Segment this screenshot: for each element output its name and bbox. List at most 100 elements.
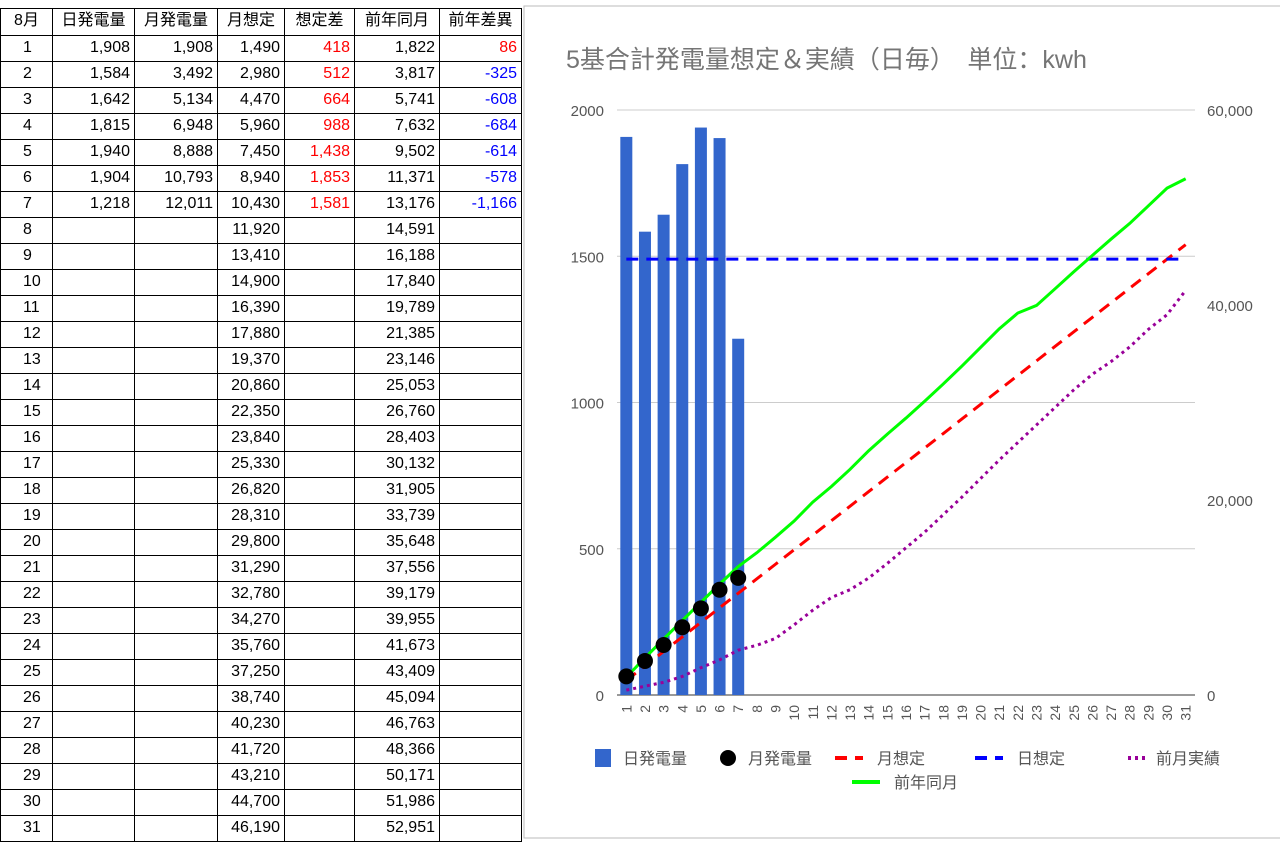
point bbox=[655, 636, 672, 653]
table-cell: 1,908 bbox=[135, 36, 218, 62]
table-cell: 39,179 bbox=[355, 582, 440, 608]
table-cell bbox=[440, 660, 522, 686]
table-cell bbox=[135, 634, 218, 660]
x-tick-label: 28 bbox=[1122, 705, 1138, 721]
table-cell bbox=[135, 712, 218, 738]
chart-title: 5基合計発電量想定＆実績（日毎） 単位：kwh bbox=[566, 46, 1087, 74]
table-cell: 44,700 bbox=[218, 790, 285, 816]
table-cell bbox=[135, 374, 218, 400]
table-cell: 12,011 bbox=[135, 192, 218, 218]
table-cell: 50,171 bbox=[355, 764, 440, 790]
table-cell bbox=[53, 426, 135, 452]
table-cell: 25 bbox=[0, 660, 53, 686]
table-cell bbox=[440, 374, 522, 400]
table-cell bbox=[440, 452, 522, 478]
table-cell: 月想定 bbox=[218, 8, 285, 36]
x-tick-label: 19 bbox=[954, 705, 970, 721]
line bbox=[626, 289, 1187, 692]
table-cell: 1,822 bbox=[355, 36, 440, 62]
table-cell bbox=[135, 504, 218, 530]
table-cell: 13,410 bbox=[218, 244, 285, 270]
point bbox=[692, 600, 709, 617]
table-cell bbox=[135, 478, 218, 504]
bar bbox=[620, 136, 633, 695]
table-cell: 8,940 bbox=[218, 166, 285, 192]
table-cell bbox=[285, 244, 355, 270]
table-cell: 45,094 bbox=[355, 686, 440, 712]
table-cell: 9,502 bbox=[355, 140, 440, 166]
point bbox=[730, 569, 747, 586]
table-cell bbox=[53, 348, 135, 374]
table-cell bbox=[285, 530, 355, 556]
bar bbox=[638, 231, 651, 695]
table-cell: 1,940 bbox=[53, 140, 135, 166]
table-cell: 43,409 bbox=[355, 660, 440, 686]
table-cell: 11 bbox=[0, 296, 53, 322]
table-cell: 14,591 bbox=[355, 218, 440, 244]
table-cell: 1,904 bbox=[53, 166, 135, 192]
table-cell bbox=[440, 608, 522, 634]
table-cell: 35,760 bbox=[218, 634, 285, 660]
x-tick-label: 20 bbox=[973, 705, 989, 721]
table-cell bbox=[285, 400, 355, 426]
table-cell: 37,250 bbox=[218, 660, 285, 686]
table-cell: 16,188 bbox=[355, 244, 440, 270]
point bbox=[711, 581, 728, 598]
table-cell bbox=[285, 712, 355, 738]
table-cell: -578 bbox=[440, 166, 522, 192]
line bbox=[625, 243, 1187, 682]
table-cell: -684 bbox=[440, 114, 522, 140]
x-tick-label: 14 bbox=[861, 705, 877, 721]
legend-label: 日想定 bbox=[1017, 750, 1065, 768]
table-cell: 22,350 bbox=[218, 400, 285, 426]
table-cell: 29 bbox=[0, 764, 53, 790]
x-tick-label: 9 bbox=[767, 705, 783, 713]
table-cell bbox=[285, 608, 355, 634]
table-cell: 1,853 bbox=[285, 166, 355, 192]
table-cell: 39,955 bbox=[355, 608, 440, 634]
table-cell: 34,270 bbox=[218, 608, 285, 634]
bar bbox=[657, 214, 670, 695]
table-cell bbox=[135, 530, 218, 556]
table-cell bbox=[440, 400, 522, 426]
legend-swatch bbox=[595, 749, 611, 767]
table-cell: 28,403 bbox=[355, 426, 440, 452]
x-tick-label: 3 bbox=[656, 705, 672, 713]
x-tick-label: 31 bbox=[1178, 705, 1194, 721]
table-cell: 27 bbox=[0, 712, 53, 738]
x-tick-label: 5 bbox=[693, 705, 709, 713]
table-cell: 22 bbox=[0, 582, 53, 608]
table-cell bbox=[440, 322, 522, 348]
table-cell: 38,740 bbox=[218, 686, 285, 712]
table-cell: 30,132 bbox=[355, 452, 440, 478]
table-cell bbox=[440, 504, 522, 530]
table-cell bbox=[53, 790, 135, 816]
table-cell bbox=[440, 244, 522, 270]
table-cell: 18 bbox=[0, 478, 53, 504]
table-cell: 21 bbox=[0, 556, 53, 582]
table-cell: 10,793 bbox=[135, 166, 218, 192]
y-tick-label: 1500 bbox=[571, 249, 604, 266]
y-tick-label: 1000 bbox=[571, 396, 604, 413]
table-cell bbox=[440, 478, 522, 504]
table-cell: 4,470 bbox=[218, 88, 285, 114]
legend-label: 前年同月 bbox=[894, 774, 958, 792]
table-cell bbox=[53, 686, 135, 712]
table-cell bbox=[53, 452, 135, 478]
table-cell: 10 bbox=[0, 270, 53, 296]
table-cell bbox=[135, 322, 218, 348]
table-cell bbox=[135, 452, 218, 478]
table-cell bbox=[285, 374, 355, 400]
table-cell: 想定差 bbox=[285, 8, 355, 36]
table-cell: 13,176 bbox=[355, 192, 440, 218]
table-cell: 51,986 bbox=[355, 790, 440, 816]
table-cell: 33,739 bbox=[355, 504, 440, 530]
table-cell: 3,817 bbox=[355, 62, 440, 88]
table-cell: -1,166 bbox=[440, 192, 522, 218]
table-cell: 512 bbox=[285, 62, 355, 88]
table-cell bbox=[440, 738, 522, 764]
table-cell bbox=[440, 816, 522, 842]
table-cell: 19,370 bbox=[218, 348, 285, 374]
table-cell bbox=[285, 634, 355, 660]
